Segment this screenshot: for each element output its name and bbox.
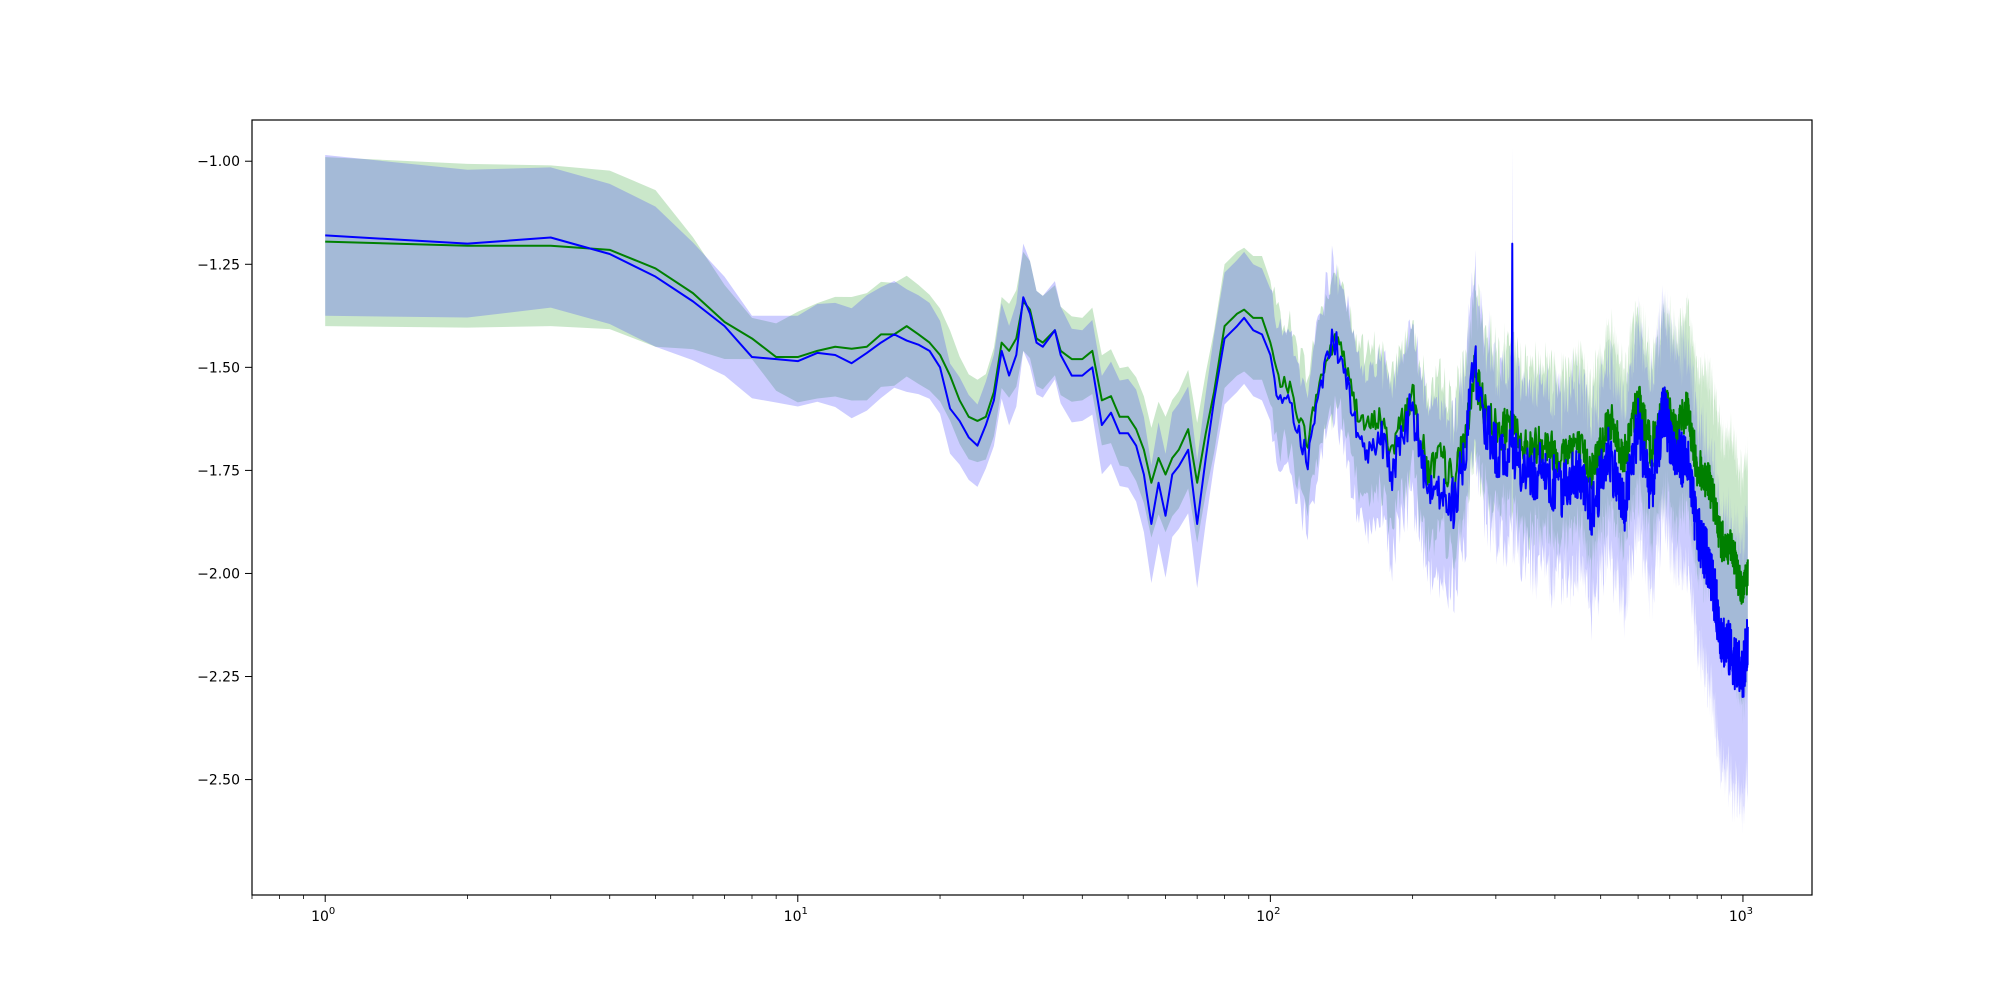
y-tick-label: −2.00: [197, 566, 240, 582]
x-tick-label: 102: [1256, 906, 1280, 925]
plot-area-frame: [251, 119, 1813, 896]
y-tick-label: −1.00: [197, 154, 240, 170]
y-tick-label: −2.25: [197, 670, 240, 686]
x-tick-label: 103: [1729, 906, 1753, 925]
series-1-band: [325, 157, 1748, 725]
x-tick-label: 101: [784, 906, 808, 925]
x-tick-label: 100: [311, 906, 335, 925]
confidence-bands: [325, 147, 1748, 834]
series-2-band: [325, 147, 1748, 834]
x-axis: 100 101 102 103: [251, 895, 1753, 925]
series-2-line: [325, 234, 1749, 699]
series-lines: [325, 234, 1749, 699]
y-tick-label: −1.25: [197, 257, 240, 273]
y-axis: −1.00 −1.25 −1.50 −1.75 −2.00 −2.25 −2.50: [197, 154, 252, 789]
y-tick-label: −1.50: [197, 360, 240, 376]
y-tick-label: −2.50: [197, 773, 240, 789]
y-tick-label: −1.75: [197, 463, 240, 479]
